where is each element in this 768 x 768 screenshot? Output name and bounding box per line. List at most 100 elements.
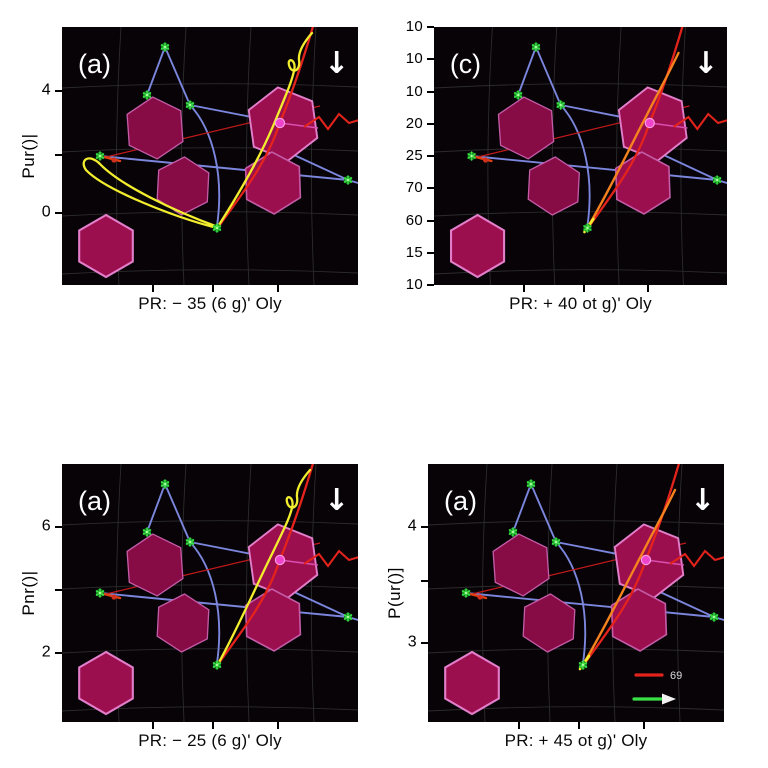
grid-lines: [428, 464, 724, 722]
red-blob: [482, 157, 489, 163]
red-blob: [477, 594, 483, 600]
yellow-diagonal-line: [216, 468, 312, 666]
plot-area: (a) ↓ 69: [428, 464, 724, 722]
hexagon: [78, 650, 134, 716]
panel-label: (a): [444, 486, 477, 516]
panel-caption: PR: + 40 ot g)' Oly: [509, 294, 652, 313]
y-tick-mark: [427, 123, 434, 125]
hexagon: [492, 533, 550, 597]
x-tick-mark: [277, 722, 279, 729]
panel-top-right: 10 10 10 20 25 70 60 15 10 (c) ↓ PR: + 40 ot g)' …: [406, 18, 727, 313]
x-axis-ticks: [428, 722, 724, 732]
y-tick-mark: [427, 220, 434, 222]
y-tick-mark: [421, 642, 428, 644]
red-blob: [111, 594, 117, 600]
y-tick-mark: [55, 154, 62, 156]
blue-path-lines: [99, 46, 358, 227]
y-tick-mark: [427, 26, 434, 28]
hexagon: [156, 593, 210, 653]
x-tick-mark: [277, 285, 279, 292]
panel-caption: PR: − 25 (6 g)' Oly: [138, 731, 282, 750]
x-tick-mark: [152, 722, 154, 729]
yellow-loop-line: [82, 157, 220, 230]
legend-arrowhead-icon: [662, 693, 676, 705]
y-tick-mark: [55, 589, 62, 591]
orange-trajectory-line: [582, 488, 677, 665]
y-tick-mark: [427, 252, 434, 254]
hexagon: [126, 533, 184, 597]
green-star-marker: [185, 100, 195, 110]
x-tick-mark: [647, 285, 649, 292]
green-star-marker: [142, 527, 152, 537]
y-tick-label: 70: [405, 179, 423, 197]
green-star-nodes: [95, 479, 353, 670]
hexagon: [244, 588, 302, 652]
down-arrow-icon: ↓: [324, 483, 349, 518]
green-star-marker: [95, 151, 105, 161]
grid-lines: [62, 27, 358, 285]
hexagon-obstacles: [78, 523, 319, 716]
y-tick-mark: [427, 58, 434, 60]
magenta-node: [640, 554, 652, 566]
scene: (c) ↓: [434, 27, 727, 285]
down-arrow-icon: ↓: [690, 483, 715, 518]
y-tick-label: 3: [407, 633, 417, 651]
x-axis-ticks: [434, 285, 727, 295]
red-blob: [111, 157, 117, 163]
green-star-marker: [461, 588, 471, 598]
x-axis-ticks: [62, 285, 358, 295]
y-tick-label: 10: [405, 50, 423, 68]
x-tick-mark: [518, 722, 520, 729]
red-zigzag-line: [303, 549, 358, 568]
magenta-node: [274, 117, 286, 129]
green-star-marker: [160, 479, 170, 489]
green-star-marker: [709, 612, 719, 622]
green-star-marker: [212, 223, 222, 233]
green-star-marker: [212, 660, 222, 670]
green-star-marker: [142, 90, 152, 100]
y-tick-mark: [427, 91, 434, 93]
x-tick-mark: [583, 285, 585, 292]
pink-inner-line: [279, 122, 319, 129]
green-star-marker: [343, 175, 353, 185]
y-tick-label: 0: [41, 203, 51, 221]
y-tick-label: 20: [405, 115, 423, 133]
hexagon: [126, 96, 184, 160]
y-tick-label: 10: [405, 83, 423, 101]
scene: (a) ↓ 69: [428, 464, 724, 722]
green-star-marker: [551, 537, 561, 547]
panel-label: (c): [450, 49, 481, 79]
panel-caption: PR: − 35 (6 g)' Oly: [138, 294, 282, 313]
y-tick-mark: [421, 580, 428, 582]
y-tick-label: 60: [405, 212, 423, 230]
green-star-marker: [556, 100, 565, 110]
green-star-nodes: [461, 479, 719, 670]
green-star-marker: [578, 660, 588, 670]
down-arrow-icon: ↓: [324, 46, 349, 81]
y-tick-label: 10: [405, 276, 423, 294]
hexagon: [156, 156, 210, 216]
x-tick-mark: [578, 722, 580, 729]
y-tick-mark: [427, 155, 434, 157]
y-tick-mark: [55, 526, 62, 528]
y-tick-mark: [55, 90, 62, 92]
yellow-ascent-line: [215, 31, 314, 230]
green-star-marker: [467, 151, 476, 161]
x-tick-mark: [212, 285, 214, 292]
scene: (a) ↓: [62, 27, 358, 285]
plot-area: (c) ↓: [434, 27, 727, 285]
y-axis-ticks: 10 10 10 20 25 70 60 15 10: [388, 18, 434, 293]
orange-trajectory-line: [587, 51, 680, 228]
panel-label: (a): [78, 49, 111, 79]
hexagon: [522, 593, 576, 653]
hexagon: [527, 156, 580, 216]
legend-label: 69: [670, 670, 682, 682]
green-star-marker: [513, 90, 523, 100]
y-tick-mark: [427, 284, 434, 286]
green-star-marker: [160, 42, 170, 52]
panel-label: (a): [78, 486, 111, 516]
